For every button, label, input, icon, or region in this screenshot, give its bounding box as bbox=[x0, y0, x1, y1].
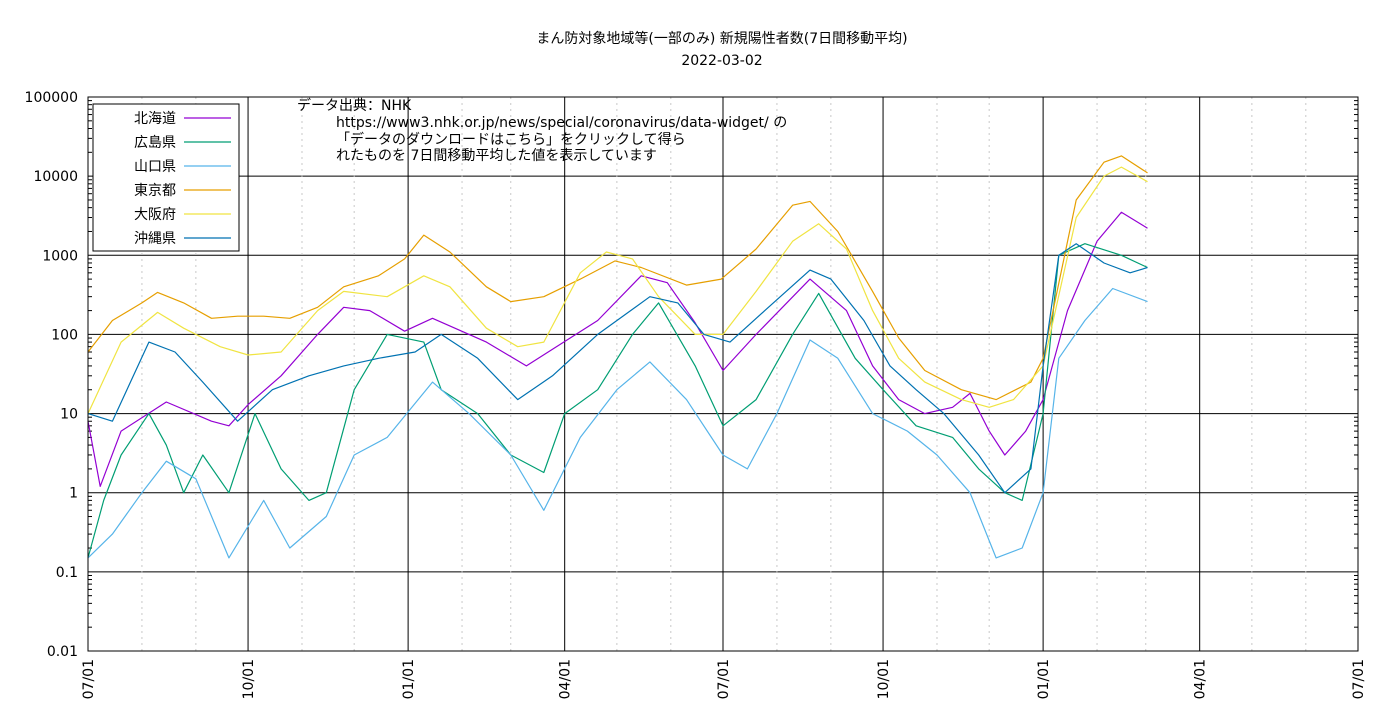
y-tick-label: 10000 bbox=[33, 169, 78, 185]
source-note-line-3: 「データのダウンロードはこちら」をクリックして得ら bbox=[336, 131, 686, 148]
series-line-5 bbox=[87, 166, 1148, 414]
y-tick-label: 10 bbox=[60, 407, 78, 423]
series-line-2 bbox=[87, 243, 1148, 559]
legend-label: 東京都 bbox=[134, 183, 176, 199]
x-tick-label: 10/01 bbox=[876, 659, 892, 699]
series-line-1 bbox=[87, 211, 1148, 487]
y-tick-label: 100 bbox=[51, 327, 78, 343]
series-line-6 bbox=[87, 243, 1148, 494]
series-line-3 bbox=[87, 287, 1148, 559]
legend-box bbox=[92, 103, 240, 252]
series-lines bbox=[87, 155, 1148, 559]
chart-subtitle: 2022-03-02 bbox=[681, 53, 762, 69]
y-tick-label: 1000 bbox=[42, 248, 78, 264]
x-tick-label: 07/01 bbox=[81, 659, 97, 699]
source-note-line-2: https://www3.nhk.or.jp/news/special/coro… bbox=[336, 115, 787, 131]
y-tick-label: 0.01 bbox=[47, 644, 78, 660]
x-tick-label: 04/01 bbox=[1193, 659, 1209, 699]
plot-border bbox=[87, 96, 1359, 652]
grid bbox=[88, 96, 1358, 652]
y-tick-label: 100000 bbox=[25, 90, 78, 106]
y-tick-label: 1 bbox=[69, 486, 78, 502]
source-note-line-4: れたものを 7日間移動平均した値を表示しています bbox=[336, 148, 657, 164]
legend-label: 大阪府 bbox=[134, 207, 176, 223]
x-tick-label: 01/01 bbox=[401, 659, 417, 699]
legend-label: 山口県 bbox=[134, 159, 176, 175]
x-tick-label: 04/01 bbox=[558, 659, 574, 699]
chart-title: まん防対象地域等(一部のみ) 新規陽性者数(7日間移動平均) bbox=[536, 30, 907, 47]
series-line-4 bbox=[87, 155, 1148, 401]
source-note: データ出典：NHK https://www3.nhk.or.jp/news/sp… bbox=[297, 97, 787, 164]
x-tick-label: 01/01 bbox=[1036, 659, 1052, 699]
x-tick-label: 10/01 bbox=[241, 659, 257, 699]
legend-label: 広島県 bbox=[134, 135, 176, 151]
legend-label: 沖縄県 bbox=[134, 231, 176, 247]
x-tick-label: 07/01 bbox=[716, 659, 732, 699]
y-tick-label: 0.1 bbox=[56, 565, 78, 581]
x-tick-label: 07/01 bbox=[1351, 659, 1367, 699]
x-axis-ticks: 07/01 10/01 01/01 04/01 07/01 10/01 01/01 04/01… bbox=[81, 659, 1367, 699]
legend-label: 北海道 bbox=[134, 111, 176, 127]
y-axis-ticks: 0.01 0.1 1 10 100 1000 10000 100000 bbox=[25, 90, 78, 660]
source-note-line-1: データ出典：NHK bbox=[297, 97, 412, 114]
